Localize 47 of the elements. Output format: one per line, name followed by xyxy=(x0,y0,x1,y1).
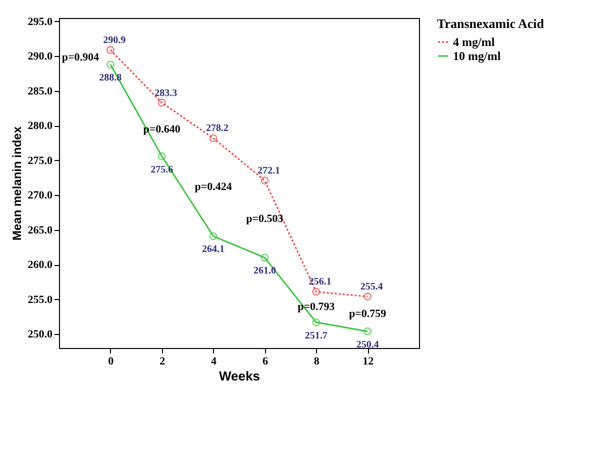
y-tick-label: 290.0 xyxy=(28,50,53,63)
point xyxy=(260,254,269,262)
y-tick-label: 265.0 xyxy=(28,224,53,236)
point xyxy=(209,232,218,240)
annotation: p=0.503 xyxy=(246,213,284,226)
point xyxy=(106,46,114,54)
point xyxy=(158,152,166,160)
data-label: 261.0 xyxy=(253,266,276,277)
data-label: 272.1 xyxy=(257,166,280,177)
x-tick-label: 0 xyxy=(108,356,114,368)
annotation: p=0.759 xyxy=(349,308,387,320)
point xyxy=(158,98,166,107)
point xyxy=(106,60,114,68)
x-tick-label: 4 xyxy=(211,356,218,368)
point xyxy=(209,134,218,142)
data-label: 283.3 xyxy=(154,88,178,99)
data-label: 255.4 xyxy=(360,282,383,293)
y-tick-label: 270.0 xyxy=(28,190,53,202)
y-axis-title: Mean melanin index xyxy=(10,126,24,241)
annotation: p=0.904 xyxy=(62,51,100,64)
point xyxy=(260,176,269,185)
point xyxy=(312,318,320,326)
x-tick-label: 2 xyxy=(160,356,166,368)
data-label: 250.4 xyxy=(356,339,379,350)
data-label: 264.1 xyxy=(202,244,225,256)
point xyxy=(364,292,372,301)
x-tick-label: 12 xyxy=(362,356,374,368)
legend-title: Transnexamic Acid xyxy=(437,16,545,31)
annotation: p=0.424 xyxy=(194,181,232,194)
legend-label: 10 mg/ml xyxy=(453,49,502,63)
y-tick-label: 255.0 xyxy=(28,294,53,306)
data-label: 256.1 xyxy=(308,276,332,288)
legend-label: 4 mg/ml xyxy=(453,35,496,49)
y-tick-label: 260.0 xyxy=(28,259,53,272)
y-tick-label: 250.0 xyxy=(28,328,53,341)
x-tick-label: 8 xyxy=(314,356,320,368)
data-label: 278.2 xyxy=(206,123,229,134)
y-tick-label: 295.0 xyxy=(28,16,53,28)
y-tick-label: 275.0 xyxy=(28,154,53,167)
data-label: 251.7 xyxy=(304,330,328,342)
point xyxy=(312,288,320,296)
y-tick-label: 285.0 xyxy=(28,85,53,98)
x-axis-title: Weeks xyxy=(219,368,260,384)
y-tick-label: 280.0 xyxy=(28,120,53,132)
x-tick-label: 6 xyxy=(262,356,268,368)
data-label: 290.9 xyxy=(103,34,126,46)
point xyxy=(364,327,372,336)
